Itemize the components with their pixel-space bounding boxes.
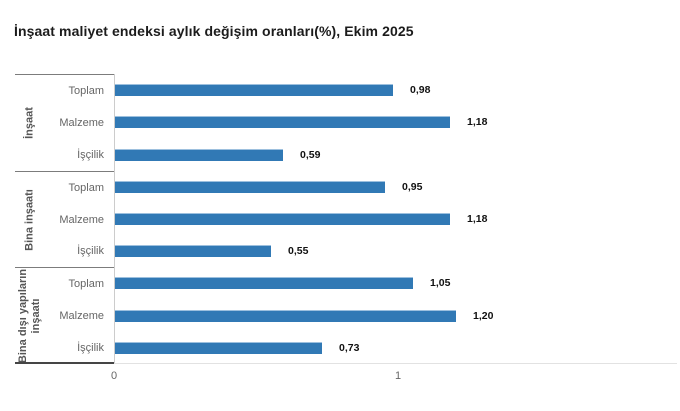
plot-area: İnşaat Toplam Malzeme İşçilik 0,98 1,18 0,59 Bi… xyxy=(15,74,677,382)
bar xyxy=(115,309,456,322)
x-axis-line xyxy=(114,363,677,364)
group-label: İnşaat xyxy=(23,106,36,139)
bar-group-0: İnşaat Toplam Malzeme İşçilik 0,98 1,18 0,59 xyxy=(15,74,665,171)
bar-row: 1,05 xyxy=(115,267,665,299)
group-bars: 0,95 1,18 0,55 xyxy=(114,170,665,268)
bar-group-1: Bina inşaatı Toplam Malzeme İşçilik 0,95 1,18… xyxy=(15,170,665,268)
bar-row: 1,18 xyxy=(115,106,665,138)
group-label: Bina dışı yapıların inşaatı xyxy=(16,269,42,364)
group-label-cell: İnşaat xyxy=(15,75,45,171)
bar xyxy=(115,277,413,290)
bar xyxy=(115,180,385,193)
category-label: Malzeme xyxy=(59,213,104,226)
bar-row: 0,55 xyxy=(115,235,665,267)
category-axis-baseline xyxy=(15,362,114,364)
bar xyxy=(115,148,283,161)
category-label: Malzeme xyxy=(59,310,104,323)
category-labels: Toplam Malzeme İşçilik xyxy=(45,268,114,364)
bar-value-label: 1,18 xyxy=(467,213,488,225)
bar-value-label: 0,98 xyxy=(410,84,431,97)
bar-row: 0,59 xyxy=(115,138,665,170)
group-bars: 1,05 1,20 0,73 xyxy=(114,267,665,365)
bar-value-label: 1,05 xyxy=(430,277,451,290)
bar xyxy=(115,116,450,129)
chart-title: İnşaat maliyet endeksi aylık değişim ora… xyxy=(14,23,414,39)
bar-row: 1,20 xyxy=(115,300,665,332)
category-label: Toplam xyxy=(68,84,104,97)
bar-value-label: 0,95 xyxy=(402,180,423,193)
category-label: Toplam xyxy=(68,181,104,194)
category-labels: Toplam Malzeme İşçilik xyxy=(45,172,114,268)
group-labels: İnşaat Toplam Malzeme İşçilik xyxy=(15,74,114,171)
bar-value-label: 0,55 xyxy=(288,245,309,258)
group-label-cell: Bina dışı yapıların inşaatı xyxy=(15,268,45,364)
category-label: İşçilik xyxy=(77,245,104,258)
bar-row: 0,73 xyxy=(115,332,665,364)
bar-row: 1,18 xyxy=(115,203,665,235)
bar-row: 0,95 xyxy=(115,171,665,203)
bar xyxy=(115,245,271,258)
group-label: Bina inşaatı xyxy=(23,188,36,251)
group-labels: Bina inşaatı Toplam Malzeme İşçilik xyxy=(15,170,114,268)
bar-value-label: 1,20 xyxy=(473,309,494,322)
category-label: Toplam xyxy=(68,278,104,291)
category-label: Malzeme xyxy=(59,116,104,129)
bar-row: 0,98 xyxy=(115,74,665,106)
bar-group-2: Bina dışı yapıların inşaatı Toplam Malzeme… xyxy=(15,267,665,365)
category-label: İşçilik xyxy=(77,342,104,355)
bar-value-label: 0,59 xyxy=(300,148,321,161)
group-label-cell: Bina inşaatı xyxy=(15,172,45,268)
bar xyxy=(115,213,450,225)
x-axis-tick-label: 0 xyxy=(110,370,118,382)
chart-groups: İnşaat Toplam Malzeme İşçilik 0,98 1,18 0,59 Bi… xyxy=(15,74,665,365)
category-label: İşçilik xyxy=(77,148,104,161)
x-axis-tick-label: 1 xyxy=(394,370,402,382)
category-labels: Toplam Malzeme İşçilik xyxy=(45,75,114,171)
bar-value-label: 0,73 xyxy=(339,341,360,354)
bar xyxy=(115,84,393,97)
bar xyxy=(115,341,322,354)
group-labels: Bina dışı yapıların inşaatı Toplam Malzeme… xyxy=(15,267,114,364)
group-bars: 0,98 1,18 0,59 xyxy=(114,74,665,171)
bar-value-label: 1,18 xyxy=(467,116,488,129)
